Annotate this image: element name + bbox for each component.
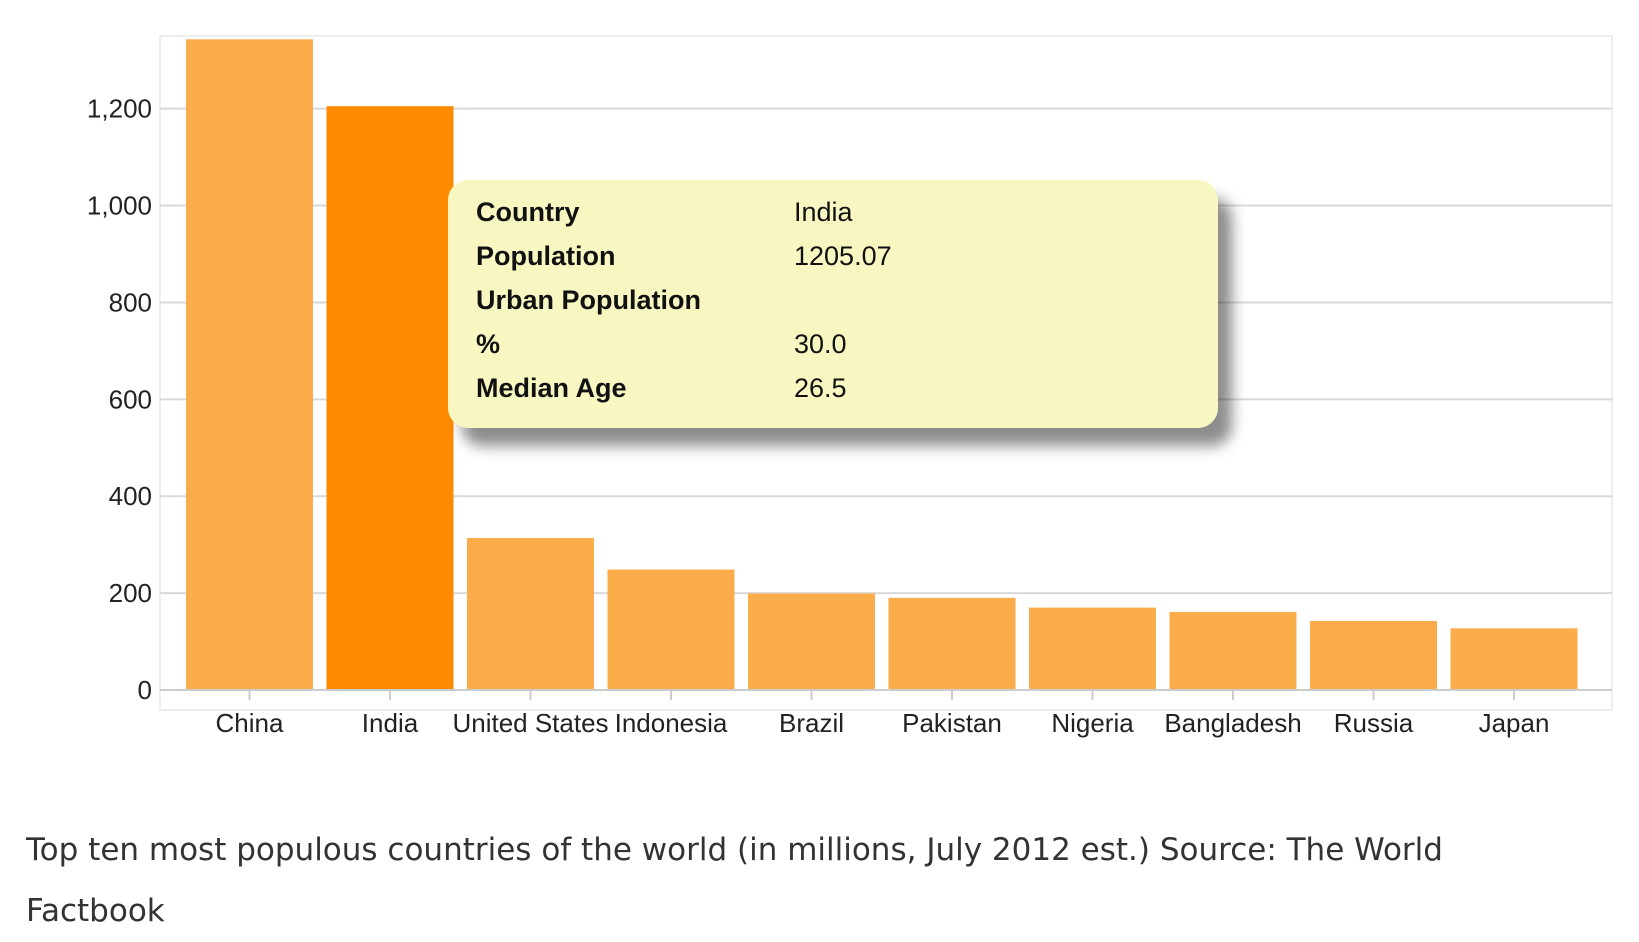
y-tick-label: 400 bbox=[109, 481, 152, 511]
population-bar-chart: 0 200 400 600 800 1,000 1,200 China India United… bbox=[87, 35, 1613, 738]
y-tick-label: 0 bbox=[138, 675, 152, 705]
chart-caption: Top ten most populous countries of the w… bbox=[26, 832, 1443, 929]
x-tick-label: Pakistan bbox=[902, 708, 1002, 738]
tooltip-key: % bbox=[476, 329, 501, 359]
bar-china[interactable] bbox=[186, 39, 313, 690]
data-tooltip: Country India Population 1205.07 Urban P… bbox=[448, 180, 1218, 428]
x-tick-label: Russia bbox=[1334, 708, 1414, 738]
bars bbox=[186, 39, 1578, 691]
tooltip-key: Country bbox=[476, 197, 580, 227]
y-tick-label: 200 bbox=[109, 578, 152, 608]
bar-indonesia[interactable] bbox=[607, 569, 735, 690]
plot-area bbox=[159, 35, 1613, 711]
bar-bangladesh[interactable] bbox=[1169, 611, 1297, 690]
bar-pakistan[interactable] bbox=[888, 597, 1016, 690]
y-tick-label: 600 bbox=[109, 384, 152, 414]
x-tick-label: United States bbox=[452, 708, 608, 738]
tooltip-value: 30.0 bbox=[794, 329, 847, 359]
bar-india[interactable] bbox=[326, 106, 454, 691]
x-axis: China India United States Indonesia Brazil Pa… bbox=[160, 689, 1612, 738]
tooltip-key: Median Age bbox=[476, 373, 627, 403]
tooltip-value: India bbox=[794, 197, 853, 227]
tooltip-key: Urban Population bbox=[476, 285, 701, 315]
bar-japan[interactable] bbox=[1450, 628, 1578, 690]
y-tick-label: 800 bbox=[109, 287, 152, 317]
x-tick-label: Brazil bbox=[779, 708, 844, 738]
y-tick-label: 1,200 bbox=[87, 94, 152, 124]
tooltip-value: 1205.07 bbox=[794, 241, 892, 271]
x-tick-label: Bangladesh bbox=[1164, 708, 1301, 738]
x-tick-label: Nigeria bbox=[1051, 708, 1134, 738]
y-axis: 0 200 400 600 800 1,000 1,200 bbox=[87, 94, 152, 705]
x-tick-label: Indonesia bbox=[615, 708, 728, 738]
bar-russia[interactable] bbox=[1310, 620, 1437, 690]
x-tick-label: Japan bbox=[1479, 708, 1550, 738]
tooltip-key: Population bbox=[476, 241, 616, 271]
plot-border bbox=[159, 35, 1613, 711]
x-tick-label: India bbox=[362, 708, 419, 738]
tooltip-value: 26.5 bbox=[794, 373, 847, 403]
x-tick-label: China bbox=[216, 708, 284, 738]
bar-nigeria[interactable] bbox=[1029, 607, 1156, 690]
bar-brazil[interactable] bbox=[748, 593, 875, 690]
y-tick-label: 1,000 bbox=[87, 191, 152, 221]
bar-united-states[interactable] bbox=[467, 537, 594, 690]
